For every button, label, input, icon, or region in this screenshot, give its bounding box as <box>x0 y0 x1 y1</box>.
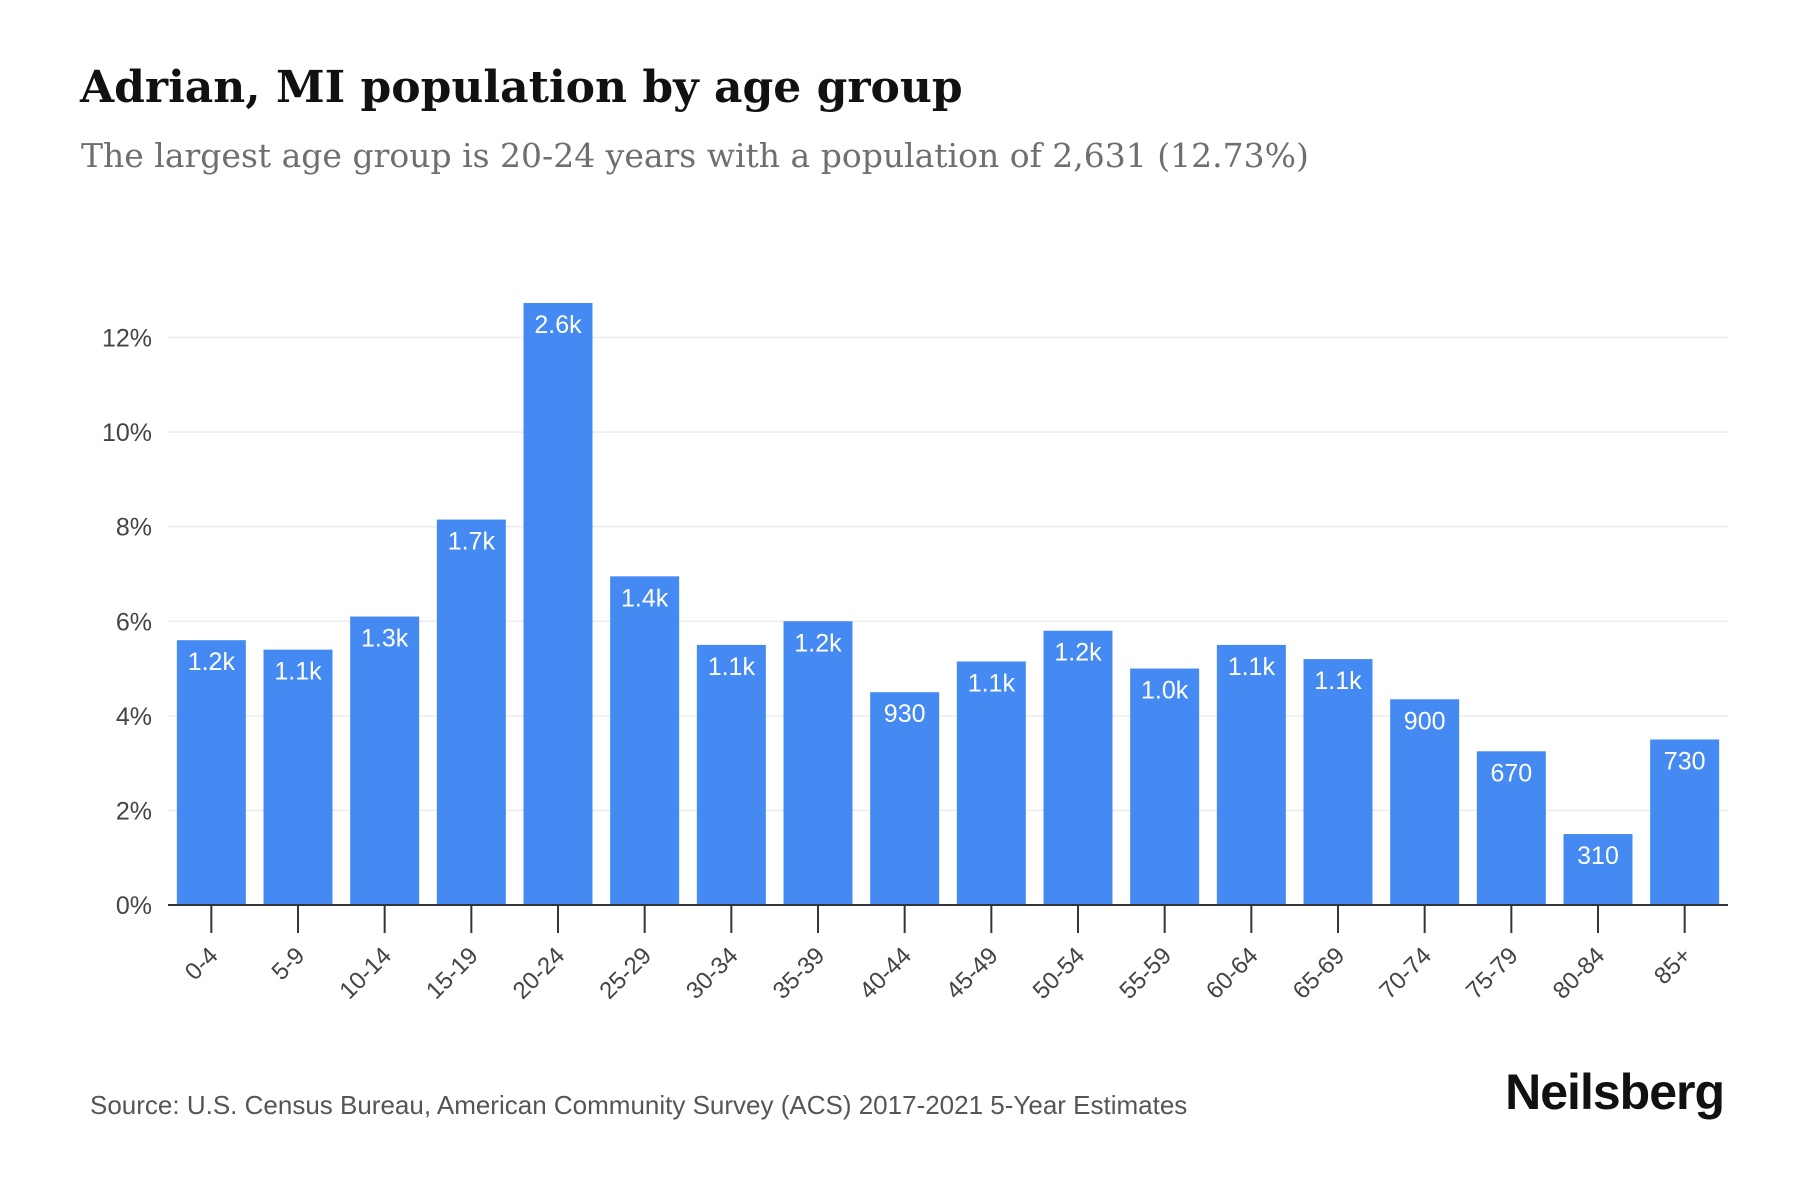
bar <box>523 303 593 905</box>
bar-value-label: 930 <box>884 700 926 728</box>
bar <box>870 692 940 905</box>
bar-chart: 1.2k 1.1k 1.3k 1.7k 2.6k 1.4k 1.1k 1.2k 930 1.1k 1… <box>102 303 1728 1005</box>
bars: 1.2k 1.1k 1.3k 1.7k 2.6k 1.4k 1.1k 1.2k 930 1.1k 1… <box>176 303 1720 905</box>
bar <box>1476 751 1546 905</box>
chart-subtitle: The largest age group is 20-24 years wit… <box>81 136 1309 175</box>
x-tick-label: 30-34 <box>681 942 744 1005</box>
x-tick-label: 0-4 <box>180 942 224 986</box>
bar-value-label: 1.1k <box>1228 653 1276 681</box>
y-tick-label: 8% <box>116 514 152 542</box>
bar <box>263 649 333 905</box>
bar <box>176 640 246 905</box>
x-tick-label: 5-9 <box>267 942 311 986</box>
bar <box>1043 630 1113 905</box>
bar-value-label: 1.2k <box>1054 639 1102 667</box>
bar <box>1563 834 1633 905</box>
bar <box>1390 699 1460 905</box>
bar-value-label: 1.1k <box>968 669 1016 697</box>
x-tick-label: 40-44 <box>854 942 917 1005</box>
source-note: Source: U.S. Census Bureau, American Com… <box>90 1090 1188 1120</box>
y-tick-label: 10% <box>102 419 152 447</box>
bar <box>1216 644 1286 905</box>
gridlines <box>168 336 1728 812</box>
bar-value-label: 310 <box>1577 842 1619 870</box>
y-tick-label: 12% <box>102 325 152 353</box>
bar-value-label: 1.1k <box>274 658 322 686</box>
y-tick-label: 6% <box>116 608 152 636</box>
bar <box>1650 739 1720 905</box>
y-tick-label: 0% <box>116 892 152 920</box>
bar <box>696 644 766 905</box>
bar <box>610 576 680 905</box>
x-tick-label: 20-24 <box>508 942 571 1005</box>
x-tick-label: 75-79 <box>1461 942 1524 1005</box>
x-tick-label: 35-39 <box>768 942 831 1005</box>
x-tick-label: 15-19 <box>421 942 484 1005</box>
bar-value-label: 1.2k <box>794 629 842 657</box>
chart-title: Adrian, MI population by age group <box>80 62 963 113</box>
x-tick-label: 85+ <box>1649 942 1697 990</box>
bar-value-label: 1.4k <box>621 584 669 612</box>
bar-value-label: 1.3k <box>361 625 409 653</box>
x-tick-label: 55-59 <box>1114 942 1177 1005</box>
bar-value-label: 1.2k <box>188 648 236 676</box>
x-tick-label: 45-49 <box>941 942 1004 1005</box>
bar <box>350 616 420 905</box>
bar-value-label: 2.6k <box>534 311 582 339</box>
bar-value-label: 1.1k <box>1314 667 1362 695</box>
bar <box>783 621 853 905</box>
bar-value-label: 1.0k <box>1141 677 1189 705</box>
x-tick-label: 80-84 <box>1548 942 1611 1005</box>
bar <box>956 661 1026 905</box>
x-tick-label: 25-29 <box>594 942 657 1005</box>
y-tick-label: 4% <box>116 703 152 731</box>
bar-value-label: 1.7k <box>448 528 496 556</box>
y-tick-label: 2% <box>116 797 152 825</box>
x-tick-label: 10-14 <box>334 942 397 1005</box>
x-tick-label: 70-74 <box>1374 942 1437 1005</box>
brand-logo: Neilsberg <box>1505 1064 1725 1120</box>
bar-value-label: 670 <box>1490 759 1532 787</box>
bar-value-label: 730 <box>1664 747 1706 775</box>
bar <box>1303 659 1373 905</box>
bar <box>1130 668 1200 905</box>
x-tick-label: 65-69 <box>1288 942 1351 1005</box>
bar-value-label: 900 <box>1404 707 1446 735</box>
bar-value-label: 1.1k <box>708 653 756 681</box>
x-tick-label: 60-64 <box>1201 942 1264 1005</box>
x-tick-label: 50-54 <box>1028 942 1091 1005</box>
bar <box>436 519 506 905</box>
